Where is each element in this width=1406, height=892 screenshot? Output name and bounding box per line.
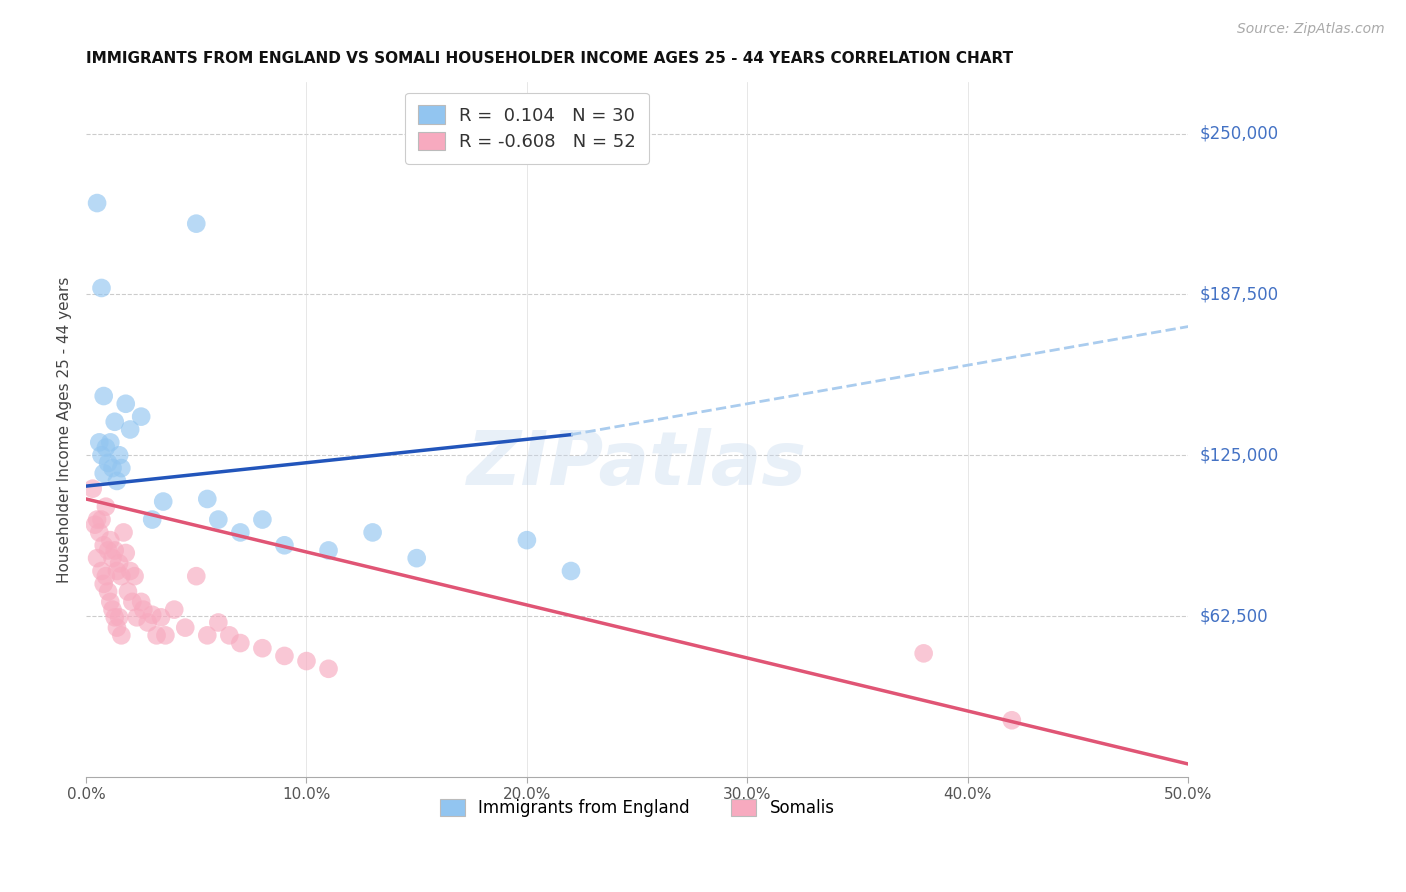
Point [174, 621, 197, 635]
Point [141, 607, 163, 622]
Point [124, 569, 146, 583]
Point [98, 595, 121, 609]
Point [145, 628, 167, 642]
Point [195, 628, 218, 642]
Point [104, 415, 127, 429]
Point [155, 628, 177, 642]
Point [90, 448, 112, 462]
Point [97, 543, 120, 558]
Legend: Immigrants from England, Somalis: Immigrants from England, Somalis [433, 793, 841, 824]
Point [129, 595, 152, 609]
Point [94, 500, 117, 514]
Point [105, 564, 128, 578]
Point [93, 389, 115, 403]
Point [94, 441, 117, 455]
Point [229, 525, 252, 540]
Point [86, 196, 108, 211]
Point [273, 648, 295, 663]
Text: IMMIGRANTS FROM ENGLAND VS SOMALI HOUSEHOLDER INCOME AGES 25 - 44 YEARS CORRELAT: IMMIGRANTS FROM ENGLAND VS SOMALI HOUSEH… [86, 51, 1014, 66]
Point [94, 569, 117, 583]
Point [252, 641, 274, 656]
Point [101, 602, 124, 616]
Text: ZIPatlas: ZIPatlas [467, 428, 807, 500]
Point [150, 610, 173, 624]
Point [104, 543, 127, 558]
Point [98, 435, 121, 450]
Point [105, 474, 128, 488]
Point [132, 602, 155, 616]
Point [141, 512, 163, 526]
Point [252, 512, 274, 526]
Point [136, 615, 159, 630]
Point [121, 595, 143, 609]
Point [86, 551, 108, 566]
Point [516, 533, 538, 548]
Point [295, 654, 318, 668]
Point [186, 569, 208, 583]
Point [86, 512, 108, 526]
Point [110, 628, 132, 642]
Point [83, 517, 105, 532]
Point [195, 491, 218, 506]
Point [114, 397, 136, 411]
Point [186, 217, 208, 231]
Point [90, 564, 112, 578]
Point [163, 602, 186, 616]
Point [97, 584, 120, 599]
Point [112, 525, 135, 540]
Point [120, 422, 142, 436]
Y-axis label: Householder Income Ages 25 - 44 years: Householder Income Ages 25 - 44 years [58, 277, 72, 582]
Text: $125,000: $125,000 [1199, 446, 1278, 464]
Point [104, 610, 127, 624]
Point [125, 610, 148, 624]
Point [129, 409, 152, 424]
Point [912, 646, 935, 660]
Text: $62,500: $62,500 [1199, 607, 1268, 625]
Point [207, 615, 229, 630]
Point [207, 512, 229, 526]
Point [120, 564, 142, 578]
Point [97, 456, 120, 470]
Point [318, 662, 340, 676]
Point [110, 569, 132, 583]
Point [229, 636, 252, 650]
Point [152, 494, 174, 508]
Point [1001, 713, 1024, 727]
Point [93, 577, 115, 591]
Point [108, 556, 131, 570]
Point [101, 551, 124, 566]
Point [318, 543, 340, 558]
Point [560, 564, 582, 578]
Point [101, 461, 124, 475]
Point [273, 538, 295, 552]
Point [90, 512, 112, 526]
Point [98, 533, 121, 548]
Text: $187,500: $187,500 [1199, 285, 1278, 303]
Point [89, 435, 111, 450]
Point [108, 610, 131, 624]
Point [218, 628, 240, 642]
Point [405, 551, 427, 566]
Point [117, 584, 139, 599]
Point [93, 538, 115, 552]
Point [108, 448, 131, 462]
Point [82, 482, 104, 496]
Point [105, 621, 128, 635]
Point [361, 525, 384, 540]
Point [90, 281, 112, 295]
Point [110, 461, 132, 475]
Point [114, 546, 136, 560]
Point [93, 467, 115, 481]
Point [89, 525, 111, 540]
Text: $250,000: $250,000 [1199, 125, 1278, 143]
Text: Source: ZipAtlas.com: Source: ZipAtlas.com [1237, 22, 1385, 37]
